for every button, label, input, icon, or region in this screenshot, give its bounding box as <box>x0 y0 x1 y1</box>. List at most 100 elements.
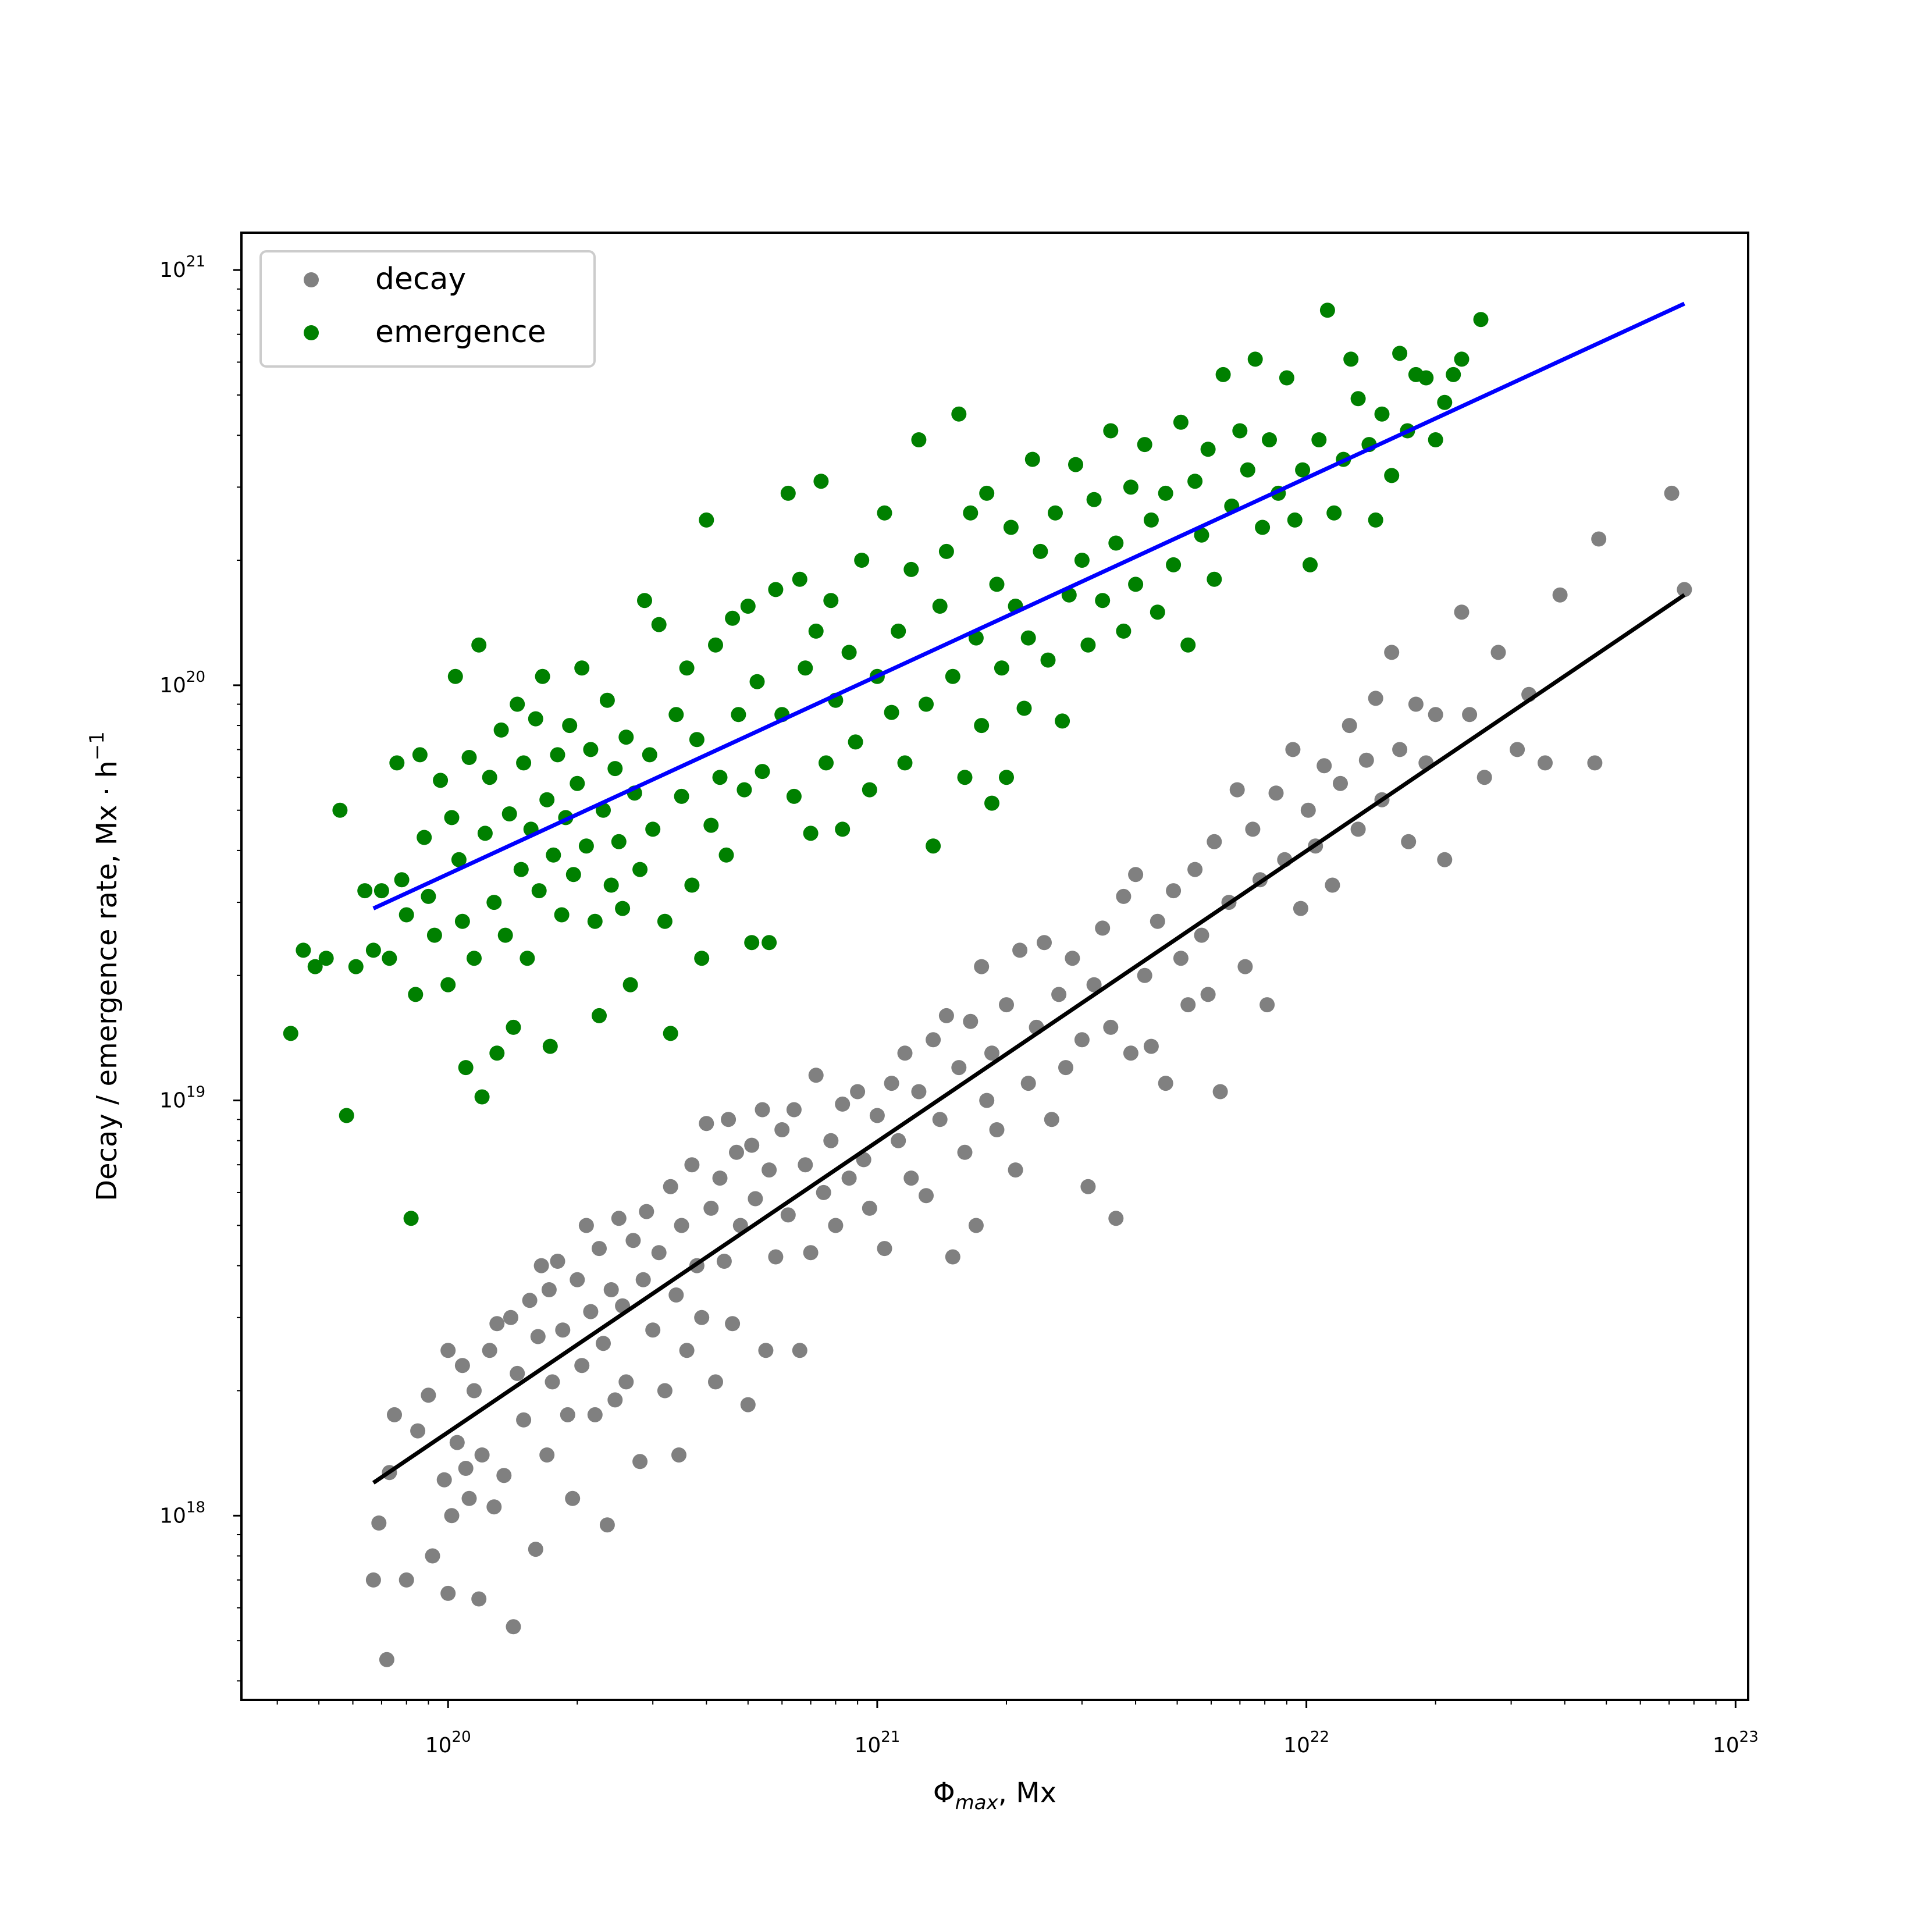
emergence-point <box>951 406 967 422</box>
decay-point <box>541 1282 557 1297</box>
emergence-point <box>945 668 960 684</box>
emergence-point <box>389 755 405 771</box>
decay-point <box>1462 707 1478 723</box>
emergence-point <box>1428 432 1443 447</box>
decay-point <box>1392 742 1408 757</box>
decay-point <box>808 1068 824 1083</box>
decay-point <box>694 1310 710 1325</box>
decay-point <box>607 1392 623 1408</box>
emergence-point <box>403 1211 419 1226</box>
emergence-point <box>768 582 784 597</box>
emergence-point <box>1040 652 1056 668</box>
emergence-point <box>803 826 819 841</box>
decay-point <box>496 1468 512 1483</box>
emergence-point <box>1247 351 1263 367</box>
decay-point <box>471 1591 487 1607</box>
emergence-point <box>1446 367 1461 382</box>
emergence-point <box>539 792 555 807</box>
decay-point <box>1538 755 1553 771</box>
decay-point <box>444 1508 460 1524</box>
decay-point <box>503 1310 518 1325</box>
decay-point <box>1116 888 1132 904</box>
decay-point <box>1368 691 1383 706</box>
emergence-point <box>974 718 990 734</box>
emergence-point <box>1207 571 1222 587</box>
decay-point <box>780 1207 796 1223</box>
decay-point <box>1150 913 1165 929</box>
emergence-point <box>798 660 813 676</box>
emergence-point <box>307 959 323 974</box>
decay-point <box>565 1490 581 1506</box>
emergence-point <box>587 913 603 929</box>
emergence-point <box>749 674 765 689</box>
emergence-point <box>1020 630 1036 646</box>
decay-point <box>884 1076 899 1091</box>
emergence-point <box>897 755 913 771</box>
emergence-point <box>1108 535 1124 551</box>
emergence-point <box>663 1026 678 1041</box>
decay-point <box>1080 1179 1096 1194</box>
decay-point <box>539 1447 555 1463</box>
emergence-point <box>1123 479 1138 495</box>
emergence-point <box>736 782 752 798</box>
emergence-point <box>1303 557 1318 572</box>
decay-point <box>1408 696 1424 712</box>
emergence-point <box>786 788 802 804</box>
emergence-point <box>1158 485 1173 501</box>
emergence-point <box>357 883 373 899</box>
decay-point <box>1187 862 1203 877</box>
decay-point <box>467 1383 482 1399</box>
emergence-point <box>607 761 623 777</box>
y-axis-label: Decay / emergence rate, Mx · h−1 <box>86 731 123 1201</box>
decay-point <box>545 1374 560 1390</box>
emergence-point <box>679 660 695 676</box>
decay-point <box>387 1407 402 1422</box>
emergence-point <box>373 883 389 899</box>
emergence-point <box>984 795 999 811</box>
emergence-point <box>835 821 851 837</box>
emergence-point <box>570 775 585 791</box>
emergence-point <box>632 862 648 877</box>
decay-point <box>632 1454 648 1470</box>
emergence-point <box>1074 553 1090 568</box>
decay-point <box>1212 1084 1228 1100</box>
decay-point <box>1137 967 1152 983</box>
emergence-point <box>708 637 723 653</box>
decay-point <box>856 1152 871 1168</box>
decay-point <box>578 1218 594 1233</box>
emergence-point <box>583 742 599 757</box>
emergence-point <box>382 951 397 966</box>
decay-point <box>1350 821 1366 837</box>
decay-point <box>1358 752 1374 768</box>
decay-point <box>1454 604 1470 620</box>
decay-point <box>897 1045 913 1061</box>
decay-point <box>379 1652 394 1667</box>
decay-point <box>999 997 1014 1013</box>
decay-point <box>926 1032 941 1048</box>
emergence-point <box>513 862 529 877</box>
decay-point <box>823 1133 839 1148</box>
x-axis-label: Φmax, Mx <box>933 1777 1056 1814</box>
emergence-point <box>618 730 634 745</box>
emergence-point <box>689 732 705 748</box>
decay-point <box>587 1407 603 1422</box>
decay-point <box>1384 645 1400 660</box>
decay-point <box>1490 645 1506 660</box>
emergence-point <box>440 977 456 992</box>
emergence-point <box>622 977 638 992</box>
x-tick-label: 1023 <box>1713 1728 1759 1757</box>
emergence-point <box>1103 423 1119 439</box>
emergence-point <box>979 485 995 501</box>
emergence-point <box>461 750 477 765</box>
decay-point <box>1401 834 1417 849</box>
y-axis-label-main: Decay / emergence rate, Mx · h <box>91 760 123 1201</box>
emergence-point <box>1116 623 1132 639</box>
decay-point <box>1587 755 1603 771</box>
decay-point <box>436 1472 452 1488</box>
decay-point <box>1123 1045 1138 1061</box>
emergence-point <box>963 505 979 521</box>
emergence-point <box>596 802 611 818</box>
emergence-point <box>994 660 1009 676</box>
emergence-point <box>1024 451 1040 467</box>
emergence-point <box>1232 423 1248 439</box>
